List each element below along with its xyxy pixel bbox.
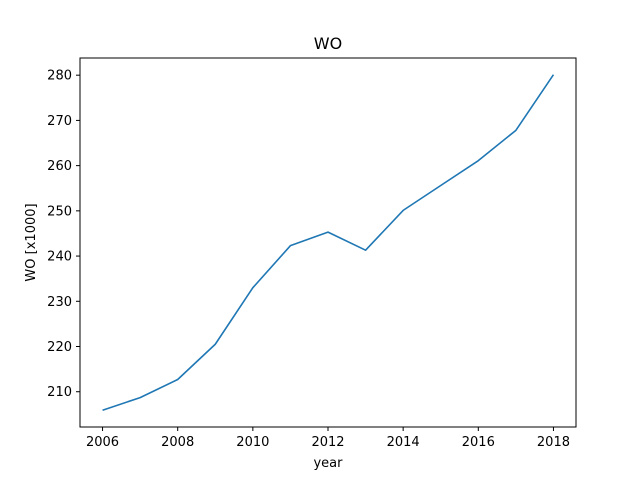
x-tick-label: 2008 bbox=[161, 435, 194, 450]
x-tick-label: 2016 bbox=[462, 435, 495, 450]
series-layer bbox=[102, 74, 555, 412]
y-tick-label: 240 bbox=[47, 250, 72, 265]
plot-area: 2006 2008 2010 2012 2014 2016 2018 210 220 230 24… bbox=[47, 57, 577, 450]
x-tick-label: 2012 bbox=[311, 435, 344, 450]
chart-title: WO bbox=[314, 34, 342, 53]
y-tick-label: 210 bbox=[47, 385, 72, 400]
y-axis-label: WO [x1000] bbox=[24, 203, 39, 281]
y-tick-label: 260 bbox=[47, 159, 72, 174]
y-tick-label: 270 bbox=[47, 114, 72, 129]
x-tick-label: 2014 bbox=[387, 435, 420, 450]
y-tick-label: 220 bbox=[47, 340, 72, 355]
x-tick-label: 2010 bbox=[236, 435, 269, 450]
x-tick-label: 2006 bbox=[86, 435, 119, 450]
y-tick-label: 250 bbox=[47, 204, 72, 219]
y-axis-ticks: 210 220 230 240 250 260 270 280 bbox=[47, 69, 80, 400]
x-tick-label: 2018 bbox=[537, 435, 570, 450]
y-tick-label: 280 bbox=[47, 69, 72, 84]
x-axis-label: year bbox=[313, 456, 343, 471]
y-tick-label: 230 bbox=[47, 295, 72, 310]
x-axis-ticks: 2006 2008 2010 2012 2014 2016 2018 bbox=[86, 427, 570, 450]
